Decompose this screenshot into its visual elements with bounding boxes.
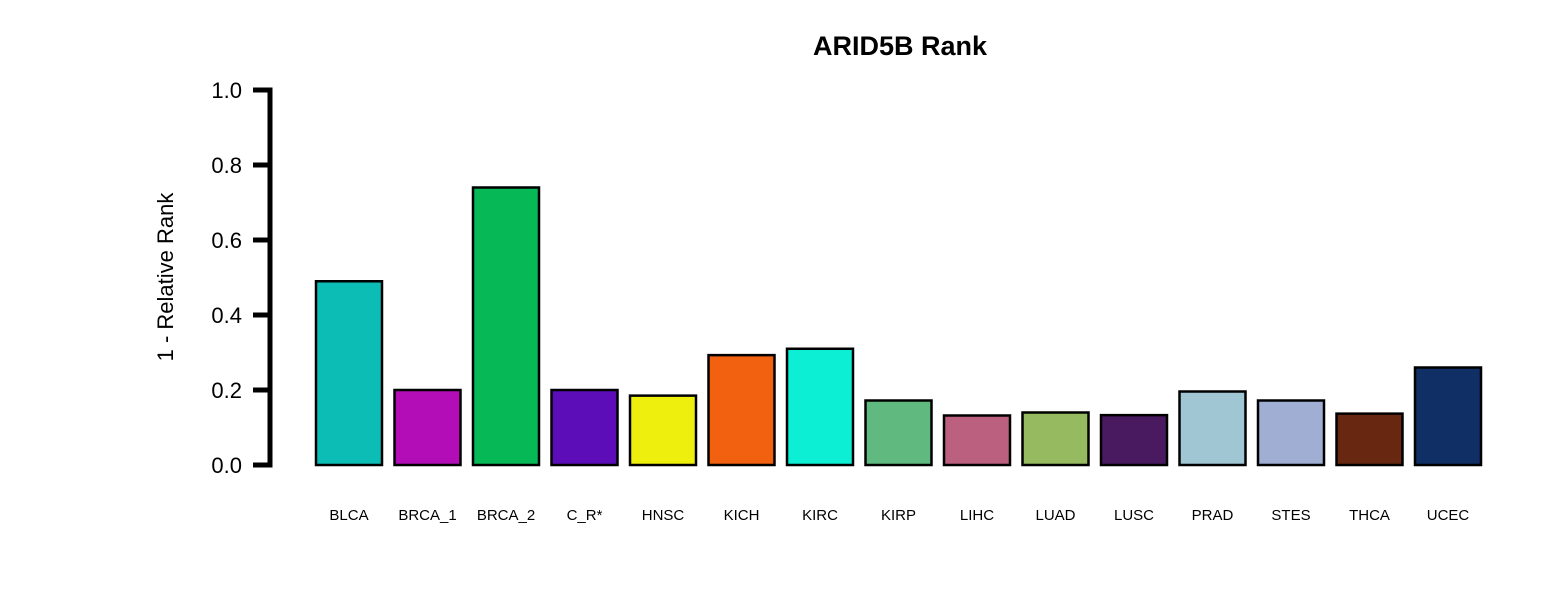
y-axis: 0.0 0.2 0.4 0.6 0.8 1.0 <box>211 78 273 478</box>
y-tick-label: 1.0 <box>211 78 242 103</box>
x-tick-label: BLCA <box>329 507 368 524</box>
x-tick-label: HNSC <box>642 507 685 524</box>
x-tick-label: UCEC <box>1427 507 1470 524</box>
bar-kich <box>707 353 776 467</box>
x-tick-label: LUSC <box>1114 507 1154 524</box>
y-tick-label: 0.4 <box>211 303 242 328</box>
bar-prad <box>1178 390 1247 467</box>
y-axis-label: 1 - Relative Rank <box>153 192 178 362</box>
x-tick-label: BRCA_2 <box>477 507 535 524</box>
x-tick-label: KICH <box>724 507 760 524</box>
y-tick-label: 0.2 <box>211 378 242 403</box>
bar-brca-1 <box>393 388 462 467</box>
x-tick-label: LUAD <box>1035 507 1075 524</box>
x-tick-label: BRCA_1 <box>398 507 456 524</box>
x-tick-label: STES <box>1271 507 1310 524</box>
x-tick-label: KIRP <box>881 507 916 524</box>
x-tick-label: C_R* <box>567 507 603 524</box>
y-tick-label: 0.8 <box>211 153 242 178</box>
bar-thca <box>1335 412 1404 467</box>
bar-lusc <box>1099 413 1169 467</box>
bar-luad <box>1021 411 1090 467</box>
y-tick-label: 0.0 <box>211 453 242 478</box>
bar-blca <box>314 280 384 467</box>
bar-hnsc <box>628 394 698 467</box>
x-tick-labels: BLCA BRCA_1 BRCA_2 C_R* HNSC KICH KIRC KIRP LIHC… <box>329 507 1469 524</box>
chart-title: ARID5B Rank <box>813 31 988 61</box>
bar-lihc <box>942 414 1012 467</box>
bar-ucec <box>1413 366 1483 467</box>
x-tick-label: KIRC <box>802 507 838 524</box>
bar-brca-2 <box>471 186 541 467</box>
x-tick-label: PRAD <box>1192 507 1234 524</box>
y-tick-label: 0.6 <box>211 228 242 253</box>
bar-kirp <box>864 399 933 467</box>
bar-kirc <box>785 347 855 467</box>
bars-group <box>314 186 1483 467</box>
bar-stes <box>1256 399 1326 467</box>
x-tick-label: THCA <box>1349 507 1390 524</box>
bar-c-r- <box>550 388 619 467</box>
x-tick-label: LIHC <box>960 507 994 524</box>
